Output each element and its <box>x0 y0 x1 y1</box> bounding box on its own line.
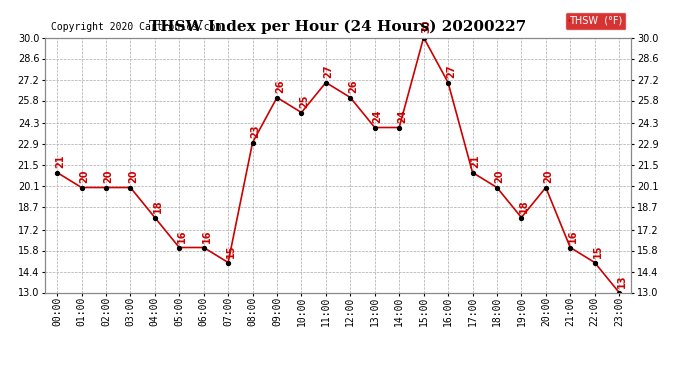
Point <box>320 80 331 86</box>
Text: 15: 15 <box>226 245 236 258</box>
Point <box>564 244 575 250</box>
Point <box>174 244 185 250</box>
Point <box>125 184 136 190</box>
Text: 30: 30 <box>422 20 431 33</box>
Text: 21: 21 <box>471 155 480 168</box>
Point <box>418 34 429 40</box>
Text: 24: 24 <box>373 110 382 123</box>
Legend: THSW  (°F): THSW (°F) <box>566 12 627 30</box>
Point <box>198 244 209 250</box>
Text: 23: 23 <box>250 125 260 138</box>
Point <box>76 184 87 190</box>
Text: 24: 24 <box>397 110 407 123</box>
Text: 20: 20 <box>495 170 504 183</box>
Text: 16: 16 <box>177 230 187 243</box>
Text: 20: 20 <box>79 170 89 183</box>
Text: 16: 16 <box>568 230 578 243</box>
Point <box>345 94 356 100</box>
Text: 18: 18 <box>152 200 163 213</box>
Text: 13: 13 <box>617 275 627 288</box>
Text: 18: 18 <box>519 200 529 213</box>
Text: 21: 21 <box>55 155 65 168</box>
Point <box>516 214 527 220</box>
Text: 20: 20 <box>128 170 138 183</box>
Point <box>540 184 551 190</box>
Point <box>369 124 380 130</box>
Point <box>247 140 258 146</box>
Text: 20: 20 <box>544 170 553 183</box>
Text: 20: 20 <box>104 170 114 183</box>
Point <box>149 214 160 220</box>
Text: 27: 27 <box>324 65 334 78</box>
Text: 15: 15 <box>593 245 602 258</box>
Point <box>223 260 234 266</box>
Point <box>589 260 600 266</box>
Title: THSW Index per Hour (24 Hours) 20200227: THSW Index per Hour (24 Hours) 20200227 <box>150 19 526 33</box>
Point <box>394 124 405 130</box>
Point <box>613 290 624 296</box>
Point <box>271 94 282 100</box>
Text: 26: 26 <box>348 80 358 93</box>
Point <box>101 184 112 190</box>
Text: 16: 16 <box>201 230 211 243</box>
Point <box>296 110 307 116</box>
Point <box>52 170 63 176</box>
Point <box>491 184 502 190</box>
Text: 26: 26 <box>275 80 285 93</box>
Text: 27: 27 <box>446 65 456 78</box>
Text: Copyright 2020 Cartronics.com: Copyright 2020 Cartronics.com <box>51 22 221 32</box>
Point <box>467 170 478 176</box>
Point <box>442 80 453 86</box>
Text: 25: 25 <box>299 95 309 108</box>
